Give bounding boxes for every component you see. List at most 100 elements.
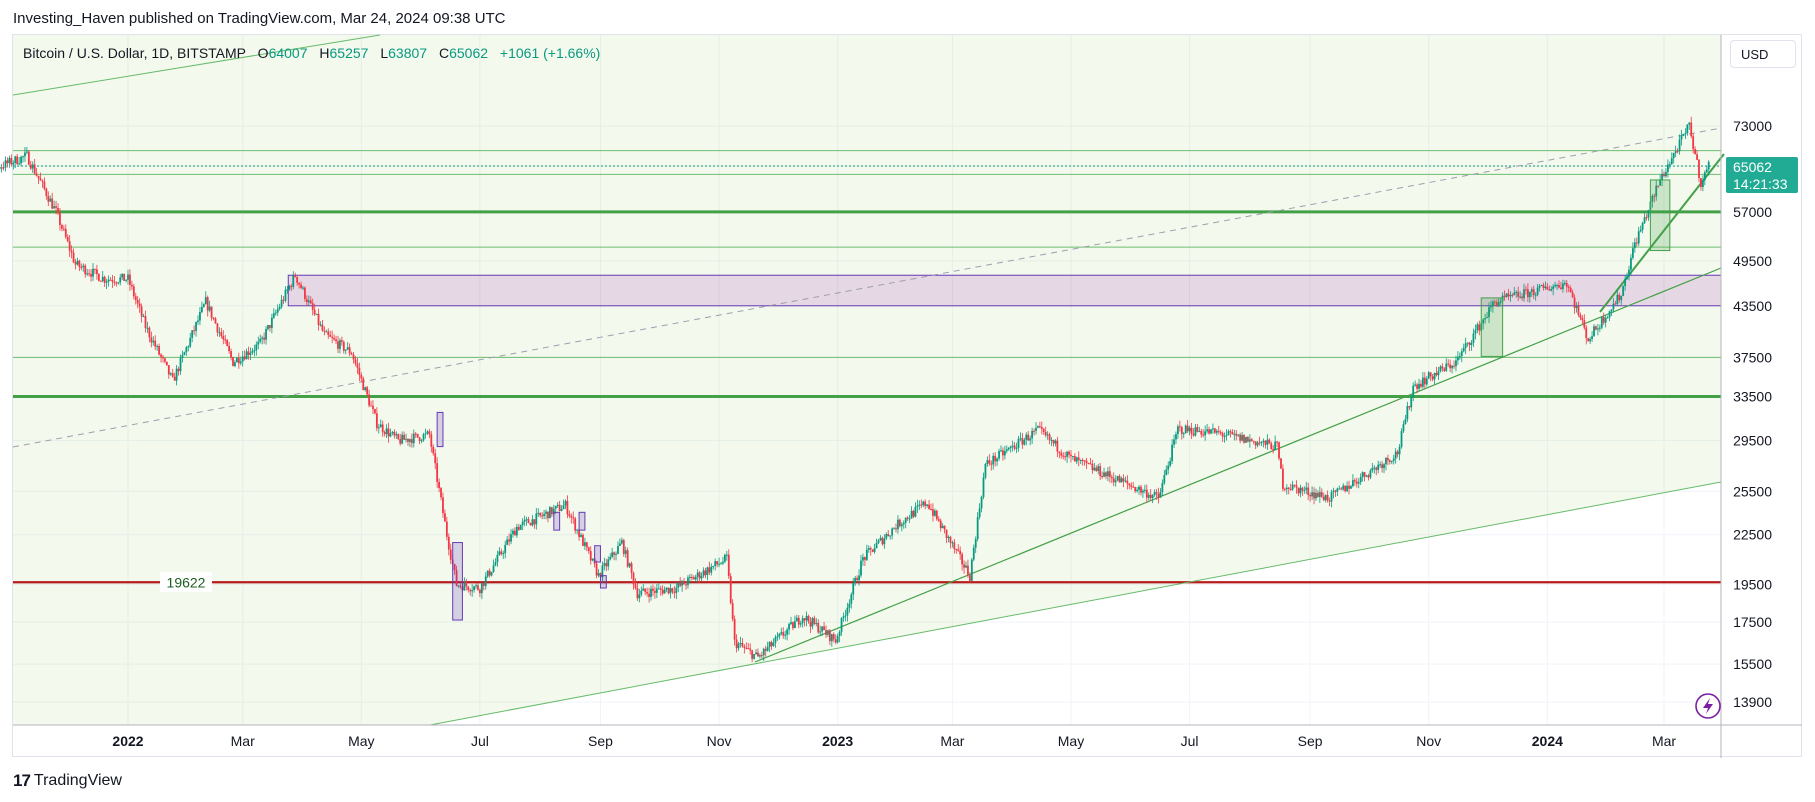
candle-body [424, 433, 427, 435]
candle-body [148, 327, 151, 338]
candle-body [191, 330, 194, 338]
candle-body [1416, 384, 1418, 389]
green-box-2 [1649, 179, 1671, 252]
candle-body [1258, 442, 1261, 444]
candle-body [1457, 356, 1459, 361]
candle-body [776, 636, 779, 638]
candle-body [1523, 289, 1525, 299]
candle-body [1470, 342, 1473, 345]
candle-body [49, 198, 52, 202]
currency-button[interactable]: USD [1730, 40, 1796, 68]
candle-body [642, 588, 645, 591]
candle-body [1703, 172, 1706, 181]
candle-body [1336, 488, 1339, 492]
candle-body [101, 276, 104, 282]
candle-body [827, 630, 829, 635]
candle-body [1468, 342, 1471, 345]
y-axis-labels: 7300065000570004950043500375003350029500… [1733, 118, 1772, 710]
candle-body [422, 434, 425, 441]
symbol-name[interactable]: Bitcoin / U.S. Dollar, 1D, BITSTAMP [23, 45, 246, 61]
candle-body [1085, 460, 1088, 463]
candle-body [1307, 487, 1310, 496]
tradingview-logo[interactable]: 17 TradingView [13, 771, 122, 791]
candle-body [1114, 480, 1117, 483]
candle-body [572, 517, 575, 519]
candle-body [257, 341, 260, 345]
candle-body [881, 537, 884, 545]
candle-body [545, 511, 547, 514]
candle-body [650, 588, 652, 597]
candle-body [1635, 242, 1638, 244]
candle-body [1340, 488, 1343, 490]
candle-body [1505, 293, 1508, 297]
candle-body [1064, 456, 1067, 458]
candle-body [980, 497, 983, 509]
candle-body [729, 576, 732, 604]
price-series [0, 116, 1710, 663]
candle-body [167, 365, 170, 375]
candle-body [1361, 472, 1364, 477]
candle-body [1406, 406, 1409, 420]
candle-body [1507, 293, 1510, 297]
candle-body [994, 455, 997, 462]
candle-body [683, 580, 685, 585]
candle-body [1311, 492, 1313, 497]
candle-body [694, 576, 697, 580]
candle-body [955, 549, 958, 551]
candle-body [1027, 434, 1030, 441]
candle-body [195, 322, 197, 331]
candle-body [584, 542, 586, 546]
candle-body [1072, 456, 1074, 458]
candle-body [549, 507, 551, 519]
candle-body [912, 510, 915, 517]
candle-body [724, 554, 726, 562]
candle-body [401, 434, 404, 444]
candle-body [1451, 365, 1453, 369]
candle-body [477, 585, 479, 590]
candle-body [1637, 231, 1640, 244]
candle-body [1608, 311, 1611, 318]
candle-body [284, 289, 287, 301]
candle-body [436, 463, 439, 482]
candle-body [737, 643, 740, 649]
candle-body [784, 634, 787, 636]
candle-body [898, 519, 901, 527]
candle-body [725, 554, 728, 556]
candle-body [1204, 431, 1207, 436]
candle-body [834, 639, 837, 643]
candle-body [6, 160, 9, 164]
candle-body [1509, 294, 1512, 297]
candle-body [1622, 286, 1625, 296]
candle-body [1291, 484, 1294, 490]
candle-body [360, 374, 363, 379]
candle-body [943, 525, 946, 530]
candle-body [665, 587, 668, 590]
candle-body [1346, 485, 1348, 492]
candle-body [97, 274, 100, 281]
chart-frame[interactable] [12, 34, 1802, 757]
green-box-1 [1480, 297, 1504, 357]
candle-body [416, 433, 419, 438]
candle-body [447, 536, 450, 550]
candle-body [860, 560, 862, 576]
candle-body [39, 178, 42, 181]
candle-body [628, 563, 631, 567]
candle-body [111, 279, 114, 282]
candle-body [527, 519, 530, 524]
candle-body [655, 588, 658, 593]
candle-body [165, 361, 168, 366]
candle-body [409, 439, 411, 442]
candle-body [517, 526, 520, 530]
bolt-icon[interactable] [1695, 693, 1721, 719]
open-value: 64007 [268, 45, 308, 61]
candle-body [1414, 384, 1417, 386]
candle-body [488, 570, 491, 576]
candle-body [4, 160, 7, 168]
x-tick-label-6: 2023 [822, 733, 853, 749]
candle-body [375, 413, 378, 429]
candle-body [37, 175, 40, 179]
candle-body [1254, 441, 1257, 446]
candle-body [1694, 149, 1697, 155]
price-chart[interactable]: 7300065000570004950043500375003350029500… [0, 0, 1815, 760]
candle-body [1112, 478, 1115, 483]
